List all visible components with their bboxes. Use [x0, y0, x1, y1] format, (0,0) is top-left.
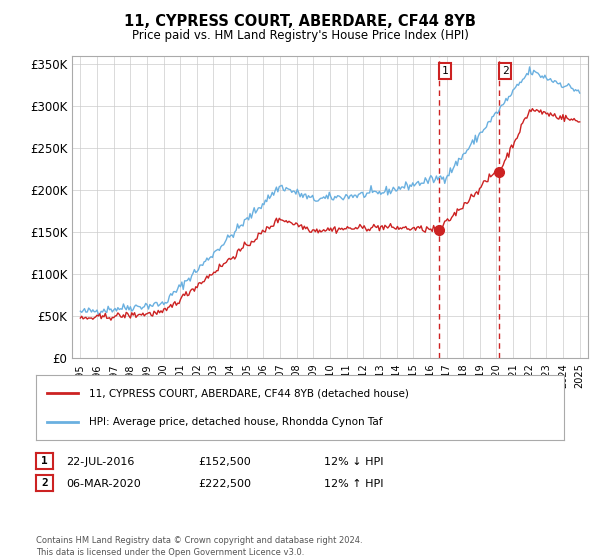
Text: £222,500: £222,500 — [198, 479, 251, 489]
Text: 11, CYPRESS COURT, ABERDARE, CF44 8YB: 11, CYPRESS COURT, ABERDARE, CF44 8YB — [124, 14, 476, 29]
Text: 1: 1 — [41, 456, 48, 466]
Text: 1: 1 — [442, 66, 448, 76]
Text: £152,500: £152,500 — [198, 457, 251, 467]
Text: Price paid vs. HM Land Registry's House Price Index (HPI): Price paid vs. HM Land Registry's House … — [131, 29, 469, 42]
Text: 2: 2 — [502, 66, 509, 76]
Text: Contains HM Land Registry data © Crown copyright and database right 2024.
This d: Contains HM Land Registry data © Crown c… — [36, 536, 362, 557]
Text: 22-JUL-2016: 22-JUL-2016 — [66, 457, 134, 467]
Text: 11, CYPRESS COURT, ABERDARE, CF44 8YB (detached house): 11, CYPRESS COURT, ABERDARE, CF44 8YB (d… — [89, 388, 409, 398]
Text: HPI: Average price, detached house, Rhondda Cynon Taf: HPI: Average price, detached house, Rhon… — [89, 417, 382, 427]
Text: 12% ↑ HPI: 12% ↑ HPI — [324, 479, 383, 489]
Text: 12% ↓ HPI: 12% ↓ HPI — [324, 457, 383, 467]
Text: 2: 2 — [41, 478, 48, 488]
Text: 06-MAR-2020: 06-MAR-2020 — [66, 479, 141, 489]
